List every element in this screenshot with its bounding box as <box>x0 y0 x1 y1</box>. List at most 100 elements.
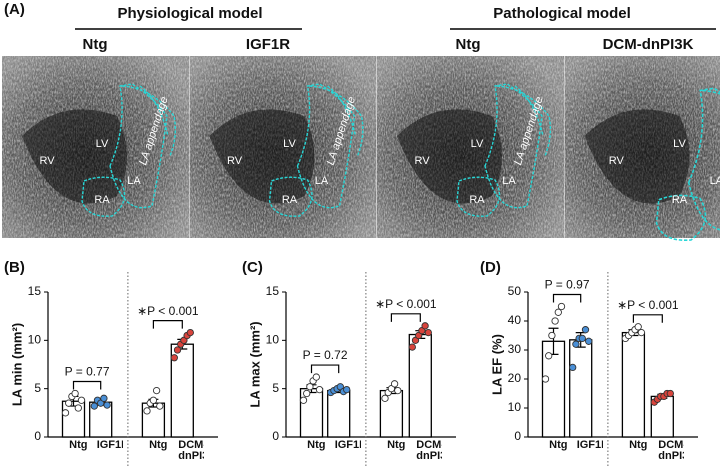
sig-label: ∗P < 0.001 <box>375 297 437 311</box>
sig-bracket <box>152 320 183 329</box>
y-axis-label: LA max (mm²) <box>247 321 262 407</box>
sig-bracket <box>310 364 340 374</box>
x-tick-label: DCM-dnPI3K <box>178 440 205 462</box>
panel-label: (D) <box>480 259 501 276</box>
data-point <box>541 375 550 383</box>
image-label: RA <box>94 194 110 206</box>
data-point <box>312 373 320 381</box>
y-tick-label: 15 <box>266 284 280 298</box>
x-tick-label: Ntg <box>69 440 88 451</box>
data-point <box>152 386 161 395</box>
x-tick-label: IGF1R <box>97 440 123 451</box>
image-label: LV <box>471 138 484 150</box>
data-point <box>74 404 82 412</box>
x-tick-text: DCM-dnPI3K <box>178 440 205 462</box>
x-tick-label: DCM-dnPI3K <box>658 440 685 462</box>
la-outline <box>484 83 543 209</box>
la-outline <box>296 83 356 209</box>
y-axis-label: LA min (mm²) <box>9 323 24 406</box>
appendage-outline <box>309 85 364 157</box>
image-label: RV <box>39 155 55 167</box>
x-tick-label: IGF1R <box>577 440 603 451</box>
y-tick-label: 10 <box>508 400 522 414</box>
chamber-dark <box>397 109 502 204</box>
image-label: LA <box>710 175 720 187</box>
data-point <box>149 396 158 404</box>
data-point <box>554 308 562 316</box>
data-point <box>61 409 70 417</box>
sig-label: P = 0.77 <box>65 365 110 379</box>
data-point <box>65 399 73 407</box>
panel-label: (A) <box>4 1 25 18</box>
x-tick-label: Ntg <box>549 440 568 451</box>
data-point <box>343 385 351 394</box>
x-tick-text: Ntg <box>69 440 88 451</box>
x-tick-text: IGF1R <box>334 440 361 451</box>
data-point <box>548 331 556 340</box>
y-tick-label: 5 <box>272 381 279 395</box>
x-tick-label: IGF1R <box>334 440 361 451</box>
y-tick-label: 10 <box>28 333 42 347</box>
image-label: RV <box>227 155 243 167</box>
image-label: LA <box>315 175 329 187</box>
y-tick-label: 20 <box>508 371 522 385</box>
bar <box>299 388 324 438</box>
x-tick-text: DCM-dnPI3K <box>658 440 685 462</box>
sig-label: ∗P < 0.001 <box>617 298 679 312</box>
image-label: LV <box>673 138 686 150</box>
data-point <box>637 328 646 337</box>
data-point <box>394 386 402 395</box>
la-outline <box>687 87 720 231</box>
image-label: RA <box>672 194 688 206</box>
appendage-outline <box>121 85 177 157</box>
column-title: IGF1R <box>246 36 290 53</box>
x-tick-text: Ntg <box>149 440 168 451</box>
x-tick-text: Ntg <box>387 440 406 451</box>
data-point <box>551 317 559 325</box>
x-tick-label: Ntg <box>307 440 325 451</box>
chamber-dark <box>209 109 315 204</box>
y-tick-label: 40 <box>508 313 522 327</box>
panel-label: (B) <box>4 259 25 276</box>
bar <box>621 331 646 438</box>
image-label: LA <box>502 175 516 187</box>
sig-label: P = 0.72 <box>303 348 348 362</box>
data-point <box>186 328 194 337</box>
x-tick-label: Ntg <box>629 440 648 451</box>
x-tick-text: Ntg <box>549 440 568 451</box>
sig-bracket <box>390 313 421 322</box>
data-point <box>77 396 86 404</box>
la-outline <box>109 83 168 209</box>
sig-label: P = 0.97 <box>545 278 590 292</box>
data-point <box>557 302 566 311</box>
bar <box>327 389 351 438</box>
bar <box>569 339 593 438</box>
data-point <box>306 383 314 391</box>
column-title: Ntg <box>456 36 481 53</box>
data-point <box>299 396 308 404</box>
data-point <box>585 337 593 345</box>
sig-bracket <box>72 380 102 390</box>
data-point <box>572 340 580 348</box>
data-point <box>315 385 324 394</box>
data-point <box>103 401 111 409</box>
data-point <box>634 323 642 331</box>
x-tick-label: Ntg <box>149 440 168 451</box>
data-point <box>156 402 164 410</box>
data-point <box>581 326 590 334</box>
x-tick-text: Ntg <box>629 440 648 451</box>
data-point <box>170 354 178 362</box>
image-label: RV <box>414 155 430 167</box>
data-point <box>90 402 98 410</box>
y-tick-label: 5 <box>34 381 41 395</box>
column-title: DCM-dnPI3K <box>603 36 694 53</box>
y-tick-label: 30 <box>508 342 522 356</box>
y-tick-label: 0 <box>514 429 521 443</box>
data-point <box>71 389 79 398</box>
data-point <box>424 328 432 337</box>
image-label: LV <box>283 138 296 150</box>
